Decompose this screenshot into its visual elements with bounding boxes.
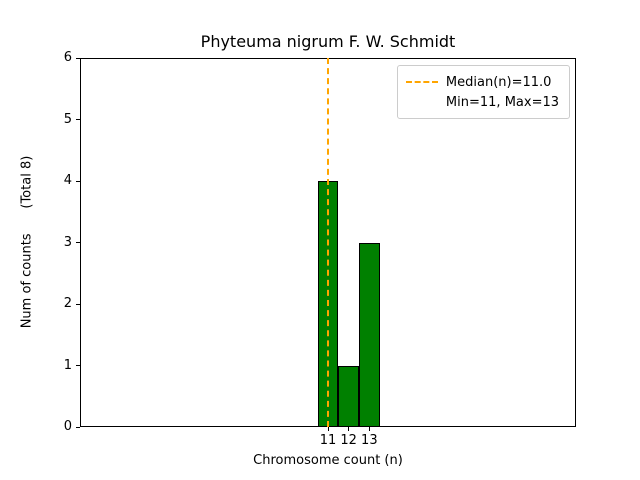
y-tick-mark (76, 119, 80, 120)
median-dashed-line-swatch (405, 81, 438, 83)
legend: Median(n)=11.0 Min=11, Max=13 (396, 65, 570, 119)
y-tick-label: 3 (63, 234, 72, 250)
x-tick-mark (327, 427, 329, 431)
histogram-bar (359, 242, 380, 427)
y-tick-mark (76, 242, 80, 243)
x-tick-label: 13 (361, 433, 378, 448)
y-tick-label: 5 (63, 111, 72, 127)
x-tick-label: 12 (340, 433, 357, 448)
legend-entry-minmax: Min=11, Max=13 (406, 92, 559, 112)
legend-label-median: Median(n)=11.0 (445, 74, 552, 90)
y-tick-mark (76, 365, 80, 366)
y-tick-label: 0 (63, 419, 72, 434)
chart-title: Phyteuma nigrum F. W. Schmidt (200, 32, 456, 51)
y-tick-mark (76, 303, 80, 305)
y-tick-mark (76, 426, 80, 428)
legend-label-minmax: Min=11, Max=13 (445, 94, 559, 110)
x-axis-label: Chromosome count (n) (253, 453, 403, 468)
y-tick-label: 6 (63, 50, 72, 65)
x-tick-label: 11 (319, 433, 337, 448)
y-tick-label: 1 (63, 357, 72, 373)
y-axis-label: Num of counts (Total 8) (19, 155, 35, 329)
median-line (327, 58, 329, 427)
histogram-bar (338, 365, 359, 427)
x-tick-mark (348, 427, 350, 431)
y-tick-mark (76, 180, 80, 182)
x-tick-mark (368, 427, 370, 431)
y-tick-label: 2 (63, 296, 72, 311)
y-tick-mark (76, 57, 80, 59)
legend-spacer (406, 101, 438, 103)
legend-entry-median: Median(n)=11.0 (405, 72, 559, 92)
y-tick-label: 4 (63, 173, 72, 188)
